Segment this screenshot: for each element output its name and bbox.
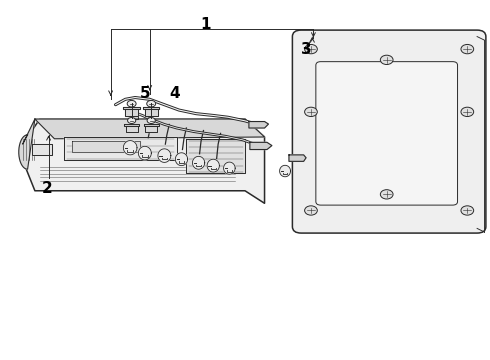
Text: 3: 3 [301,42,311,57]
Polygon shape [126,126,138,132]
Polygon shape [145,109,158,116]
Polygon shape [128,114,138,119]
Circle shape [127,117,136,123]
Text: 5: 5 [140,86,150,102]
Polygon shape [193,156,205,169]
Polygon shape [158,149,171,162]
Polygon shape [250,142,272,149]
Polygon shape [207,159,220,172]
Polygon shape [145,126,157,132]
Polygon shape [123,140,137,155]
Circle shape [127,100,136,107]
Text: 2: 2 [42,181,52,197]
Polygon shape [138,146,151,160]
Polygon shape [64,137,176,160]
Circle shape [461,44,474,54]
Polygon shape [72,141,140,152]
Circle shape [305,44,318,54]
Circle shape [147,100,156,107]
Circle shape [380,190,393,199]
Polygon shape [124,124,139,126]
FancyBboxPatch shape [316,62,458,205]
Circle shape [305,206,318,215]
FancyBboxPatch shape [293,30,486,233]
Polygon shape [289,155,306,161]
Polygon shape [143,107,159,109]
Text: 1: 1 [201,17,211,32]
Polygon shape [280,165,291,177]
Text: 4: 4 [169,86,179,102]
Polygon shape [35,119,265,139]
Polygon shape [19,119,35,169]
Circle shape [305,107,318,117]
Polygon shape [123,107,140,109]
Polygon shape [223,162,235,174]
Polygon shape [186,139,245,173]
Polygon shape [175,153,188,166]
Polygon shape [23,119,265,203]
Circle shape [147,117,155,123]
Polygon shape [249,122,269,128]
Polygon shape [144,124,159,126]
Circle shape [380,55,393,64]
Polygon shape [125,109,138,116]
Circle shape [461,107,474,117]
Polygon shape [32,144,52,155]
Circle shape [461,206,474,215]
